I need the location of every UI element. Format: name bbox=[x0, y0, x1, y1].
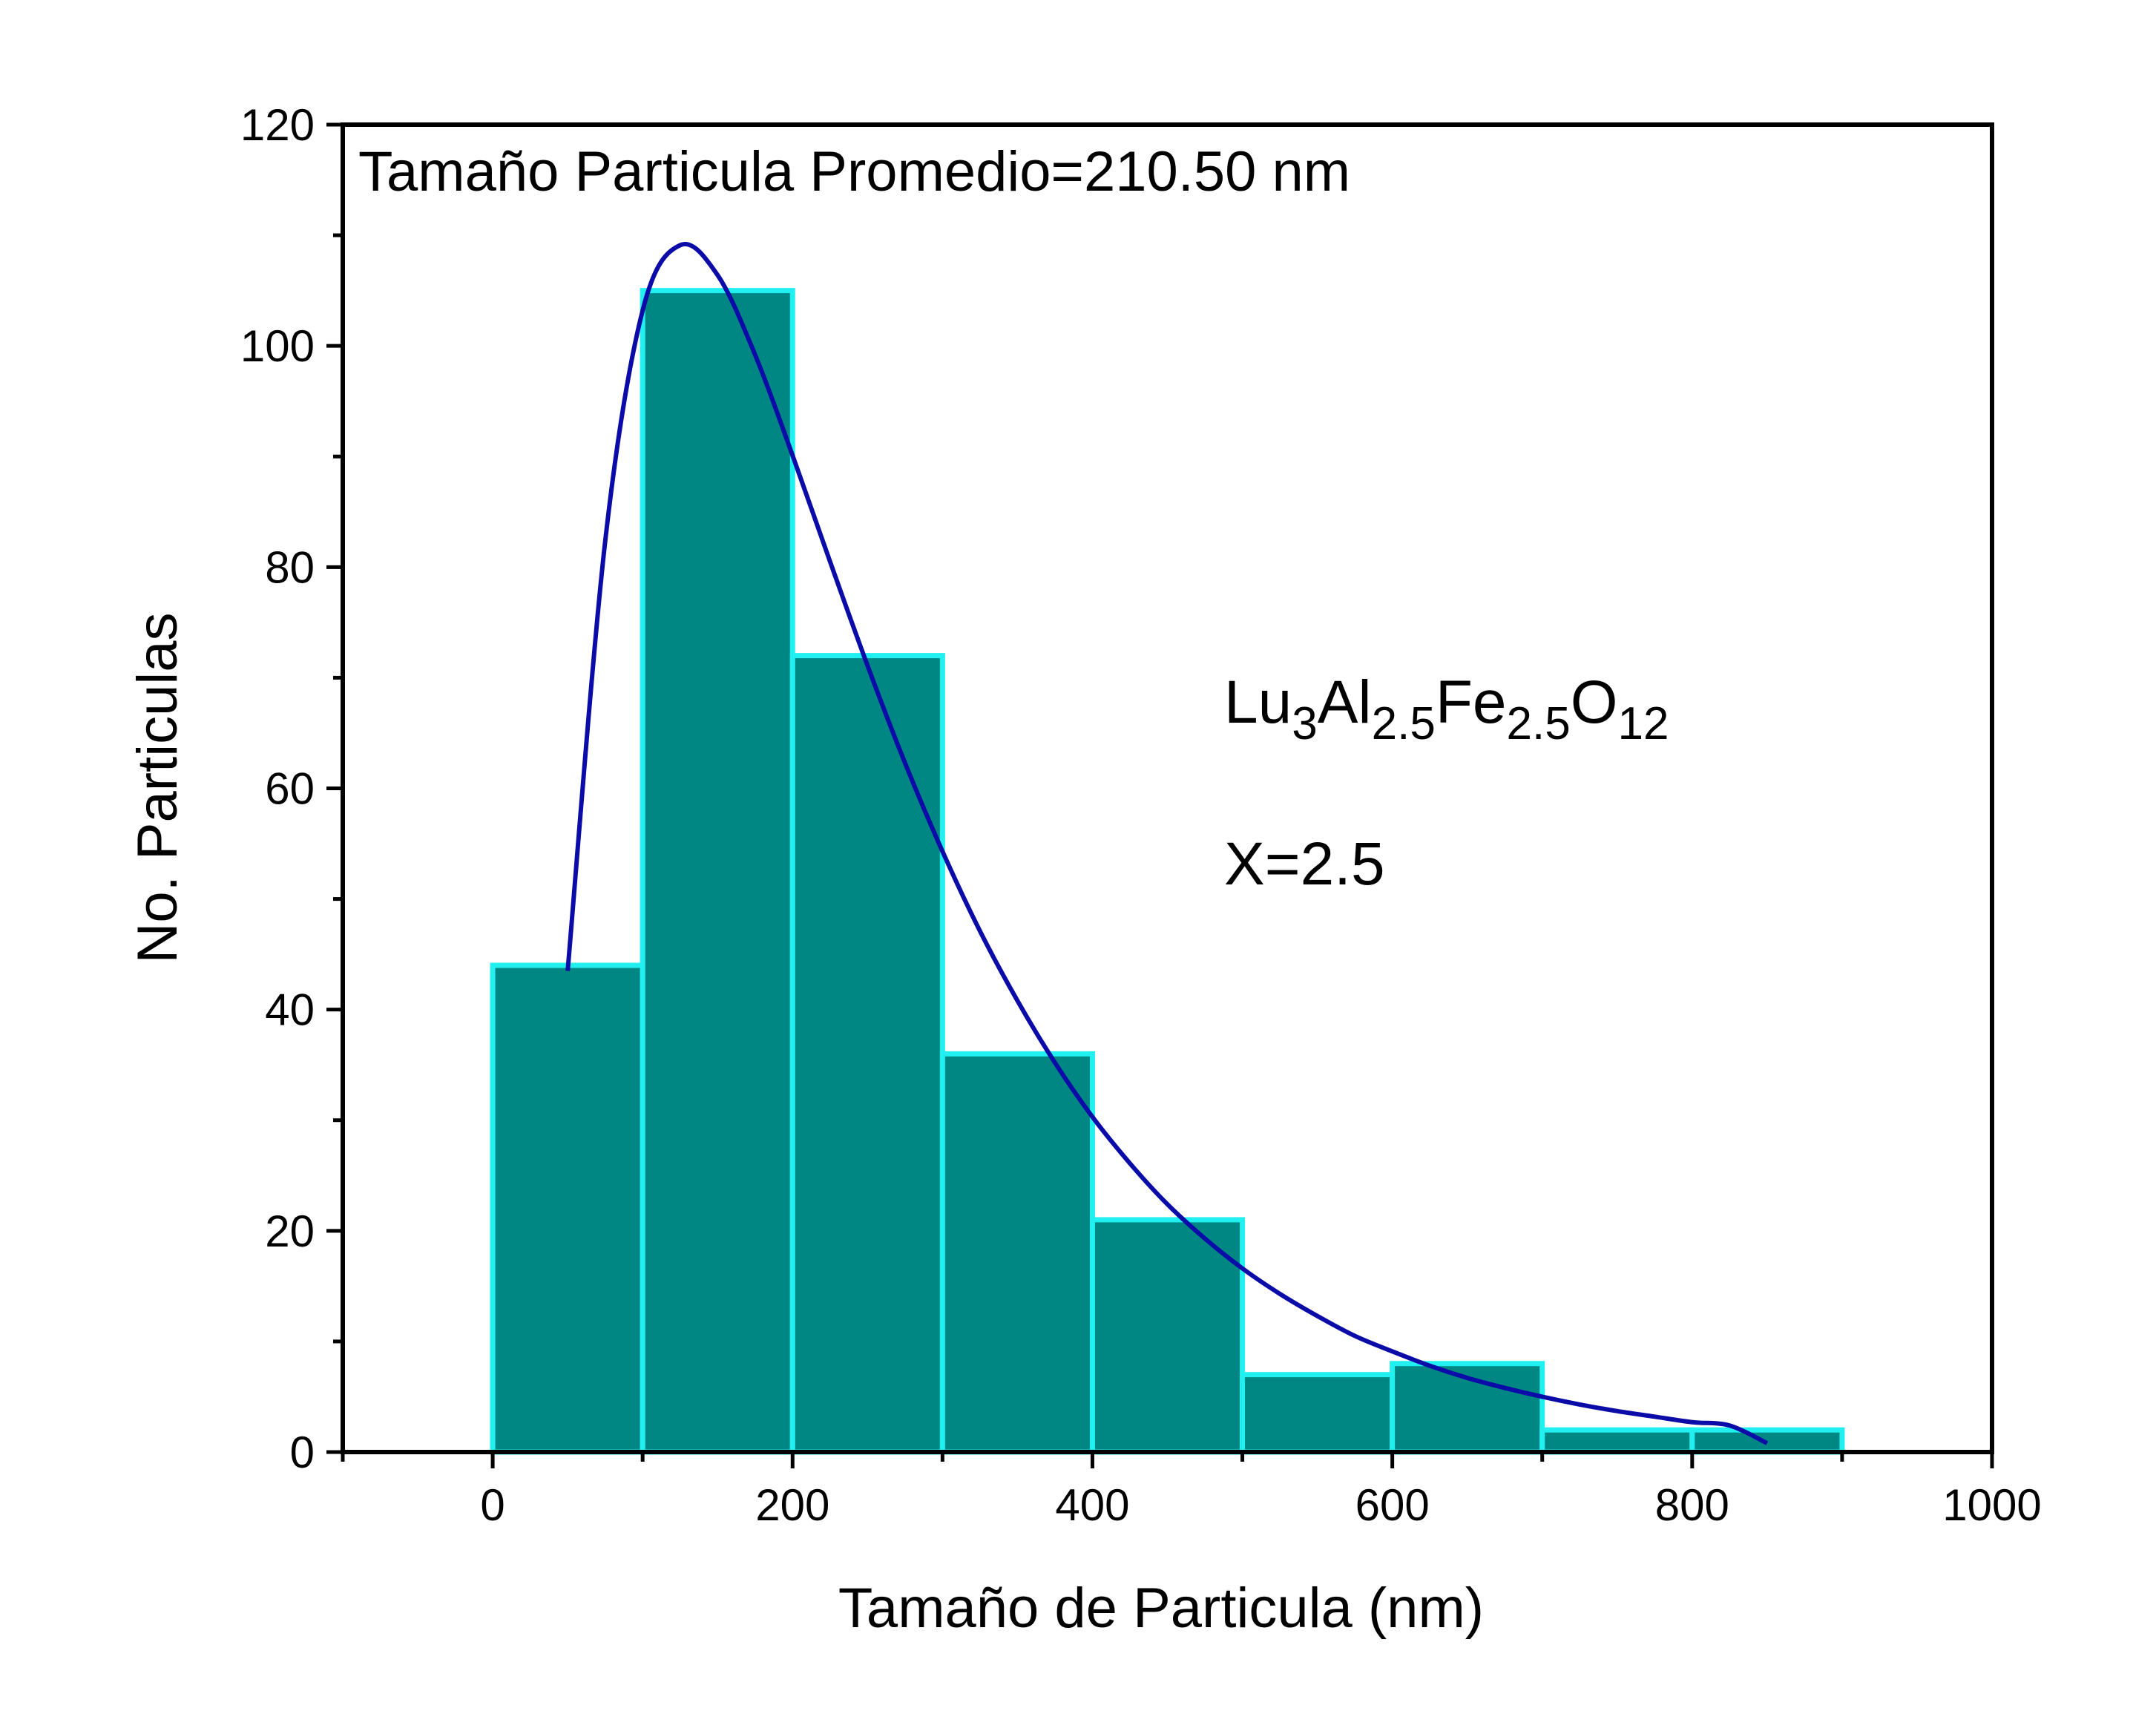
y-tick-label: 60 bbox=[265, 764, 315, 814]
histogram-bars bbox=[490, 288, 1845, 1455]
x-axis-title: Tamaño de Particula (nm) bbox=[838, 1577, 1484, 1640]
histogram-bar bbox=[939, 1051, 1095, 1455]
y-axis-title: No. Particulas bbox=[126, 612, 189, 963]
fit-curve bbox=[565, 241, 1769, 1445]
formula-text: Fe bbox=[1436, 669, 1507, 736]
formula-text: Lu bbox=[1224, 669, 1292, 736]
tick-labels: 0 200 400 600 800 1000 0 20 40 60 80 100 120 bbox=[240, 100, 2042, 1530]
histogram-bar bbox=[1240, 1372, 1396, 1455]
formula-subscript: 2.5 bbox=[1507, 698, 1571, 749]
histogram-bar bbox=[490, 962, 645, 1455]
formula-subscript: 3 bbox=[1292, 698, 1317, 749]
axis-ticks bbox=[326, 122, 1994, 1468]
formula-subscript: 2.5 bbox=[1372, 698, 1436, 749]
x-tick-label: 200 bbox=[755, 1480, 829, 1530]
x-value-annotation: X=2.5 bbox=[1224, 830, 1385, 898]
histogram-bar bbox=[1089, 1217, 1246, 1455]
x-tick-label: 800 bbox=[1655, 1480, 1729, 1530]
histogram-bar bbox=[789, 653, 945, 1455]
y-tick-label: 0 bbox=[290, 1428, 315, 1477]
formula-annotation: Lu3Al2.5Fe2.5O12 bbox=[1224, 669, 1669, 749]
y-tick-label: 40 bbox=[265, 985, 315, 1035]
mean-size-annotation: Tamaño Particula Promedio=210.50 nm bbox=[358, 140, 1350, 203]
y-tick-label: 120 bbox=[240, 100, 315, 150]
formula-subscript: 12 bbox=[1618, 698, 1669, 749]
histogram-bar bbox=[1539, 1427, 1695, 1455]
y-tick-label: 20 bbox=[265, 1206, 315, 1256]
x-tick-label: 0 bbox=[480, 1480, 505, 1530]
x-tick-label: 1000 bbox=[1942, 1480, 2041, 1530]
y-tick-label: 100 bbox=[240, 321, 315, 371]
histogram-bar bbox=[640, 288, 795, 1455]
x-tick-label: 600 bbox=[1355, 1480, 1430, 1530]
y-tick-label: 80 bbox=[265, 542, 315, 592]
formula-text: Al bbox=[1318, 669, 1372, 736]
formula-text: O bbox=[1571, 669, 1618, 736]
x-tick-label: 400 bbox=[1055, 1480, 1129, 1530]
